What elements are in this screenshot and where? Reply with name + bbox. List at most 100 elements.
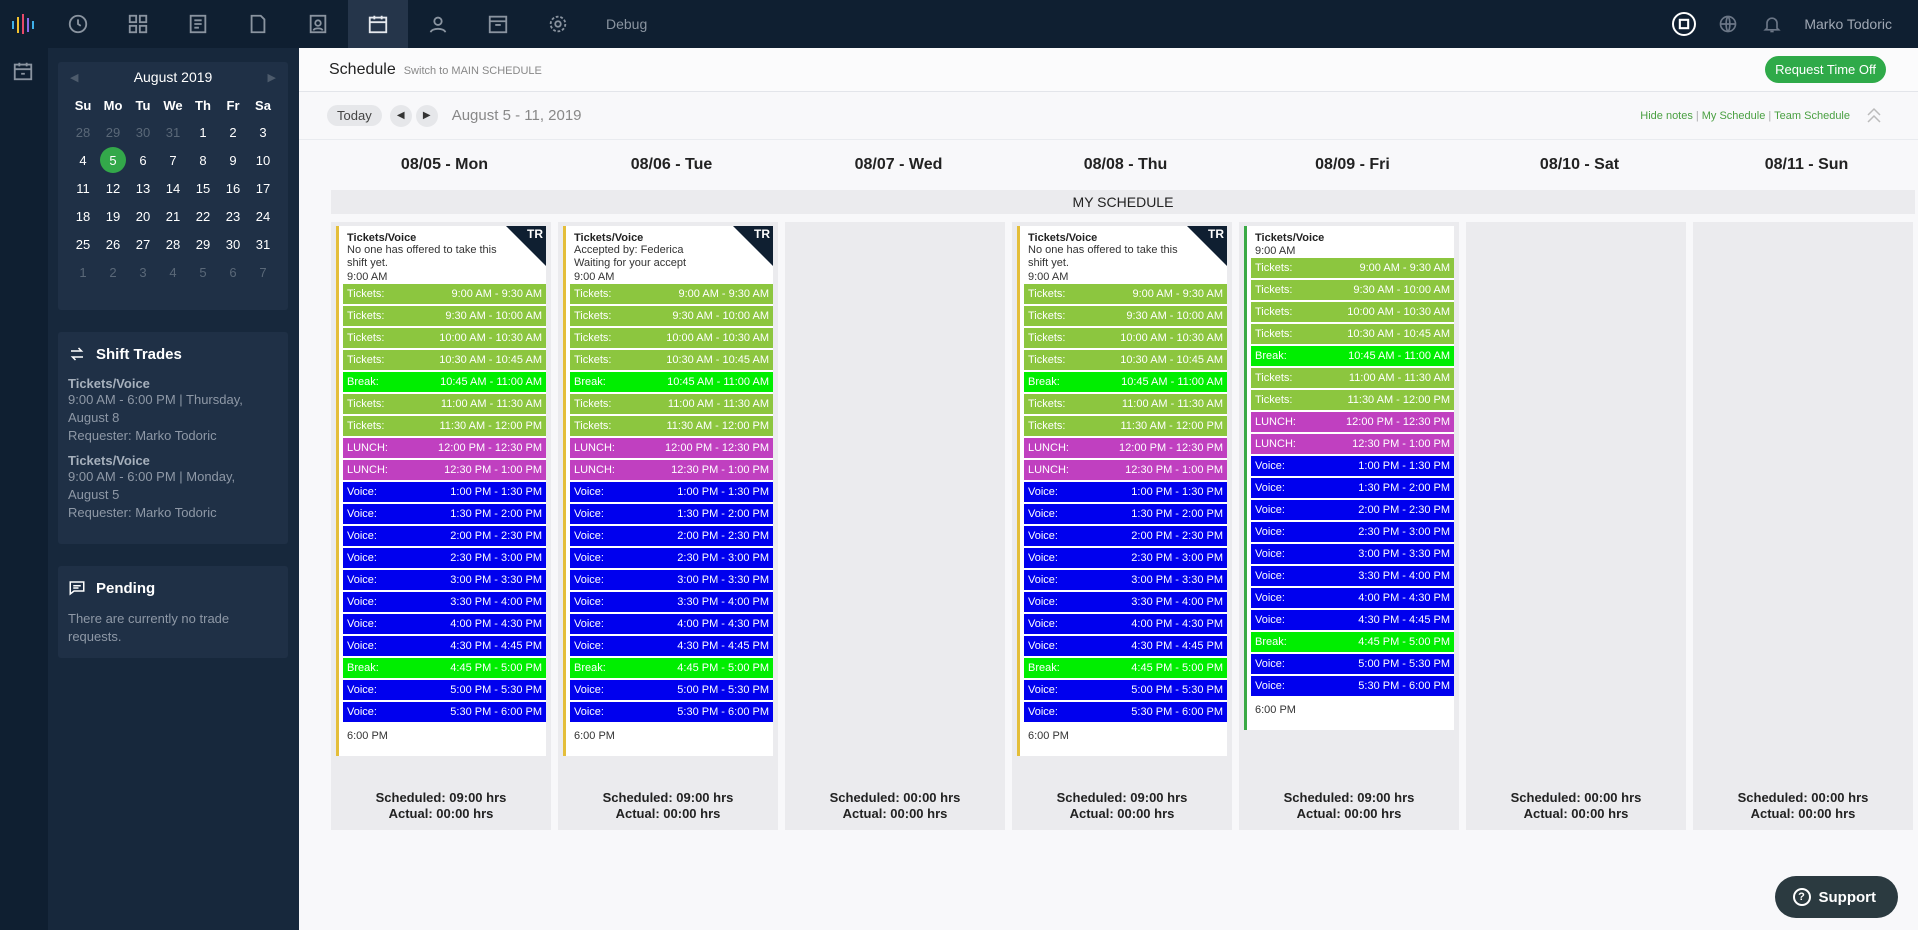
shift-trade-item[interactable]: Tickets/Voice 9:00 AM - 6:00 PM | Thursda… <box>68 376 278 445</box>
activity-block[interactable]: Tickets: 9:00 AM - 9:30 AM <box>343 284 546 304</box>
activity-block[interactable]: Tickets: 11:30 AM - 12:00 PM <box>570 416 773 436</box>
calendar-day[interactable]: 10 <box>255 152 271 168</box>
debug-link[interactable]: Debug <box>606 16 648 32</box>
activity-block[interactable]: Voice: 1:30 PM - 2:00 PM <box>1024 504 1227 524</box>
activity-block[interactable]: Voice: 4:00 PM - 4:30 PM <box>1251 588 1454 608</box>
today-button[interactable]: Today <box>327 105 382 126</box>
calendar-day[interactable]: 30 <box>135 124 151 140</box>
prev-week-icon[interactable]: ◀ <box>389 104 412 127</box>
files-icon[interactable] <box>228 0 288 48</box>
contact-card-icon[interactable] <box>288 0 348 48</box>
calendar-day[interactable]: 28 <box>165 236 181 252</box>
calendar-day[interactable]: 22 <box>195 208 211 224</box>
shift-card[interactable]: Tickets/Voice 9:00 AM Tickets: 9:00 AM - 9:… <box>1244 226 1454 730</box>
calendar-day[interactable]: 4 <box>169 264 177 280</box>
calendar-day[interactable]: 18 <box>75 208 91 224</box>
calendar-day[interactable]: 14 <box>165 180 181 196</box>
agents-icon[interactable] <box>408 0 468 48</box>
hide-notes-link[interactable]: Hide notes <box>1640 110 1693 122</box>
activity-block[interactable]: Voice: 3:00 PM - 3:30 PM <box>343 570 546 590</box>
calendar-day[interactable]: 23 <box>225 208 241 224</box>
next-week-icon[interactable]: ▶ <box>415 104 438 127</box>
activity-block[interactable]: Tickets: 9:00 AM - 9:30 AM <box>1251 258 1454 278</box>
activity-block[interactable]: Break: 4:45 PM - 5:00 PM <box>1251 632 1454 652</box>
activity-block[interactable]: Voice: 2:00 PM - 2:30 PM <box>343 526 546 546</box>
switch-schedule-link[interactable]: Switch to MAIN SCHEDULE <box>403 65 542 77</box>
schedule-icon[interactable] <box>348 0 408 48</box>
calendar-day[interactable]: 2 <box>229 124 237 140</box>
calendar-day[interactable]: 27 <box>135 236 151 252</box>
calendar-day[interactable]: 30 <box>225 236 241 252</box>
calendar-day[interactable]: 5 <box>199 264 207 280</box>
activity-block[interactable]: Voice: 1:00 PM - 1:30 PM <box>1024 482 1227 502</box>
calendar-day[interactable]: 2 <box>109 264 117 280</box>
activity-block[interactable]: Tickets: 9:30 AM - 10:00 AM <box>1251 280 1454 300</box>
dashboard-icon[interactable] <box>48 0 108 48</box>
activity-block[interactable]: Voice: 1:00 PM - 1:30 PM <box>343 482 546 502</box>
activity-block[interactable]: Voice: 5:30 PM - 6:00 PM <box>1251 676 1454 696</box>
calendar-day[interactable]: 8 <box>199 152 207 168</box>
calendar-day[interactable]: 4 <box>79 152 87 168</box>
activity-block[interactable]: Voice: 1:00 PM - 1:30 PM <box>1251 456 1454 476</box>
calendar-day[interactable]: 31 <box>165 124 181 140</box>
activity-block[interactable]: Break: 4:45 PM - 5:00 PM <box>1024 658 1227 678</box>
activity-block[interactable]: Voice: 1:30 PM - 2:00 PM <box>1251 478 1454 498</box>
calendar-day[interactable]: 7 <box>259 264 267 280</box>
activity-block[interactable]: Break: 10:45 AM - 11:00 AM <box>1024 372 1227 392</box>
support-button[interactable]: ? Support <box>1774 876 1898 918</box>
activity-block[interactable]: Tickets: 10:00 AM - 10:30 AM <box>570 328 773 348</box>
calendar-day[interactable]: 16 <box>225 180 241 196</box>
activity-block[interactable]: Voice: 5:00 PM - 5:30 PM <box>1024 680 1227 700</box>
app-logo-icon[interactable] <box>0 0 48 48</box>
calendar-day[interactable]: 17 <box>255 180 271 196</box>
calendar-day[interactable]: 29 <box>105 124 121 140</box>
activity-block[interactable]: Tickets: 11:30 AM - 12:00 PM <box>1251 390 1454 410</box>
activity-block[interactable]: Voice: 4:30 PM - 4:45 PM <box>1024 636 1227 656</box>
activity-block[interactable]: LUNCH: 12:30 PM - 1:00 PM <box>1251 434 1454 454</box>
settings-icon[interactable] <box>528 0 588 48</box>
calendar-day[interactable]: 13 <box>135 180 151 196</box>
shift-card[interactable]: TR Tickets/Voice No one has offered to tak… <box>336 226 546 756</box>
shift-card[interactable]: TR Tickets/Voice No one has offered to tak… <box>1017 226 1227 756</box>
globe-icon[interactable] <box>1716 12 1740 36</box>
activity-block[interactable]: Voice: 2:00 PM - 2:30 PM <box>570 526 773 546</box>
calendar-day[interactable]: 1 <box>79 264 87 280</box>
activity-block[interactable]: Voice: 2:30 PM - 3:00 PM <box>1251 522 1454 542</box>
calendar-day[interactable]: 20 <box>135 208 151 224</box>
bell-icon[interactable] <box>1760 12 1784 36</box>
activity-block[interactable]: Tickets: 10:30 AM - 10:45 AM <box>1251 324 1454 344</box>
activity-block[interactable]: Voice: 4:30 PM - 4:45 PM <box>570 636 773 656</box>
next-month-icon[interactable]: ▶ <box>267 71 276 84</box>
calendar-day[interactable]: 6 <box>229 264 237 280</box>
calendar-day[interactable]: 24 <box>255 208 271 224</box>
activity-block[interactable]: Tickets: 10:30 AM - 10:45 AM <box>1024 350 1227 370</box>
activity-block[interactable]: Tickets: 9:30 AM - 10:00 AM <box>1024 306 1227 326</box>
activity-block[interactable]: Voice: 4:00 PM - 4:30 PM <box>1024 614 1227 634</box>
activity-block[interactable]: Break: 4:45 PM - 5:00 PM <box>570 658 773 678</box>
activity-block[interactable]: Tickets: 10:00 AM - 10:30 AM <box>1024 328 1227 348</box>
calendar-day[interactable]: 12 <box>105 180 121 196</box>
calendar-day[interactable]: 21 <box>165 208 181 224</box>
activity-block[interactable]: Voice: 3:30 PM - 4:00 PM <box>1251 566 1454 586</box>
activity-block[interactable]: Voice: 4:30 PM - 4:45 PM <box>1251 610 1454 630</box>
activity-block[interactable]: Break: 10:45 AM - 11:00 AM <box>343 372 546 392</box>
calendar-day[interactable]: 26 <box>105 236 121 252</box>
activity-block[interactable]: Tickets: 9:00 AM - 9:30 AM <box>570 284 773 304</box>
prev-month-icon[interactable]: ◀ <box>70 71 79 84</box>
activity-block[interactable]: Voice: 2:00 PM - 2:30 PM <box>1024 526 1227 546</box>
activity-block[interactable]: Voice: 2:30 PM - 3:00 PM <box>343 548 546 568</box>
activity-block[interactable]: Voice: 5:30 PM - 6:00 PM <box>570 702 773 722</box>
activity-block[interactable]: Tickets: 11:00 AM - 11:30 AM <box>1251 368 1454 388</box>
collapse-up-icon[interactable] <box>1866 106 1882 124</box>
activity-block[interactable]: Break: 10:45 AM - 11:00 AM <box>1251 346 1454 366</box>
activity-block[interactable]: Tickets: 10:00 AM - 10:30 AM <box>343 328 546 348</box>
activity-block[interactable]: LUNCH: 12:00 PM - 12:30 PM <box>343 438 546 458</box>
activity-block[interactable]: Voice: 3:30 PM - 4:00 PM <box>1024 592 1227 612</box>
calendar-day[interactable]: 3 <box>259 124 267 140</box>
activity-block[interactable]: Voice: 5:00 PM - 5:30 PM <box>570 680 773 700</box>
request-time-off-button[interactable]: Request Time Off <box>1765 56 1886 83</box>
activity-block[interactable]: Voice: 2:30 PM - 3:00 PM <box>1024 548 1227 568</box>
calendar-day[interactable]: 3 <box>139 264 147 280</box>
activity-block[interactable]: Voice: 3:30 PM - 4:00 PM <box>343 592 546 612</box>
activity-block[interactable]: Tickets: 9:30 AM - 10:00 AM <box>343 306 546 326</box>
